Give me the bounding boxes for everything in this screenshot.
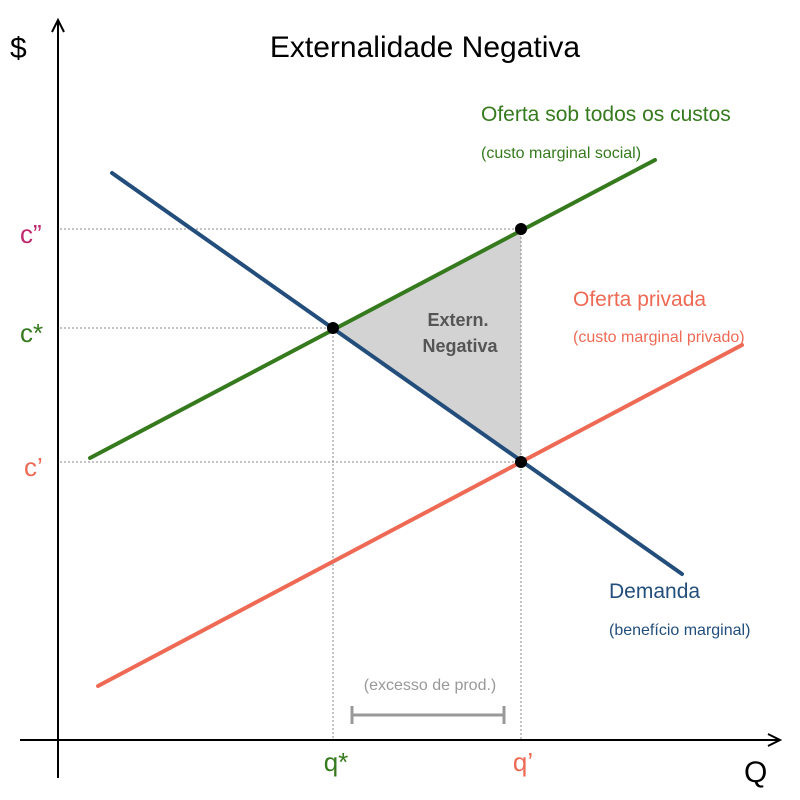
point-q-prime-c-double-prime	[515, 223, 527, 235]
social-supply-label: Oferta sob todos os custos	[481, 103, 731, 126]
region-label-line1: Extern.	[427, 310, 488, 330]
social-supply-curve	[88, 158, 657, 460]
demand-sublabel: (benefício marginal)	[609, 622, 750, 639]
demand-label: Demanda	[609, 580, 700, 603]
point-q-star-c-star	[327, 322, 339, 334]
point-q-prime-c-prime	[515, 456, 527, 468]
demand-curve	[110, 171, 684, 576]
region-label-line2: Negativa	[422, 336, 498, 356]
diagram-title: Externalidade Negativa	[270, 31, 581, 64]
x-axis-label: Q	[744, 756, 767, 789]
private-supply-curve	[96, 343, 744, 688]
social-supply-sublabel: (custo marginal social)	[481, 145, 641, 162]
excess-production-label: (excesso de prod.)	[364, 677, 497, 694]
private-supply-label: Oferta privada	[573, 288, 706, 311]
price-label-c-star: c*	[20, 318, 43, 348]
x-axis-arrow	[767, 733, 783, 747]
price-label-c-prime: c’	[24, 452, 43, 482]
price-label-c-double-prime: c”	[20, 219, 42, 249]
externality-region	[333, 229, 521, 462]
y-axis-label: $	[10, 32, 27, 65]
qty-label-q-star: q*	[324, 747, 349, 777]
qty-label-q-prime: q’	[513, 747, 533, 777]
private-supply-sublabel: (custo marginal privado)	[573, 329, 745, 346]
y-axis-arrow	[51, 17, 65, 33]
